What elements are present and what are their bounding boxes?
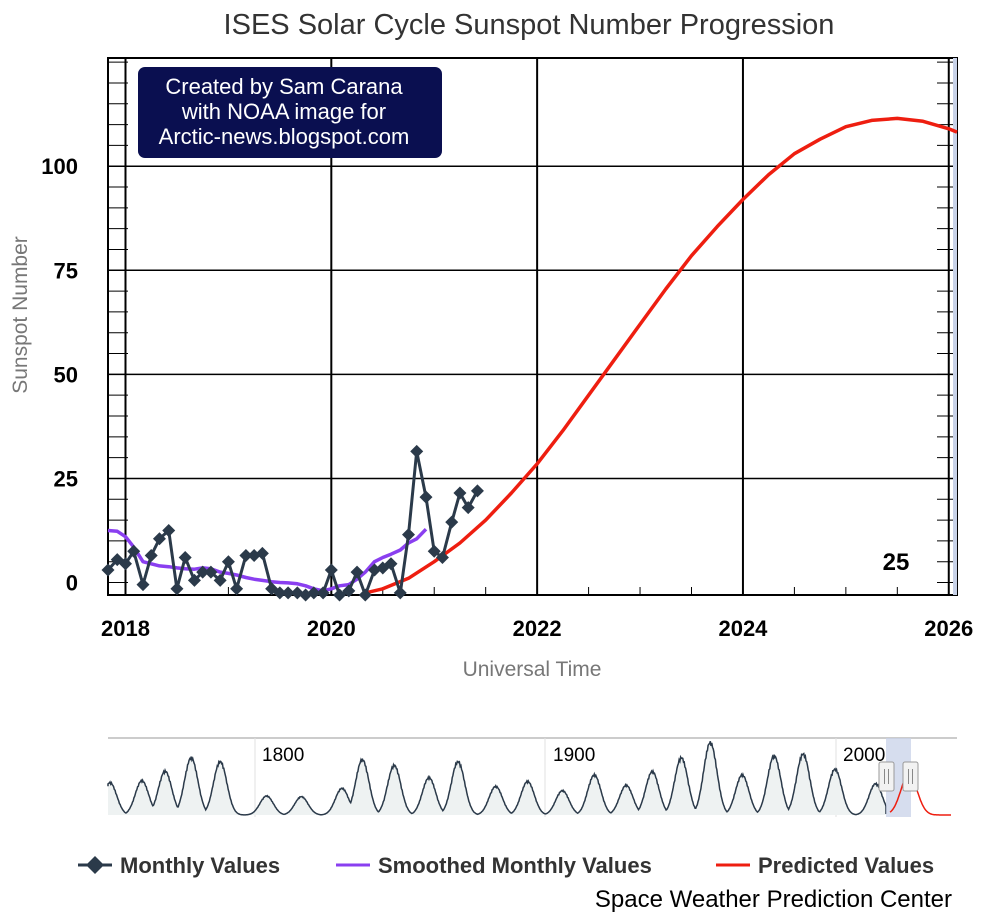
monthly-point[interactable] bbox=[316, 586, 330, 600]
monthly-point[interactable] bbox=[239, 548, 253, 562]
credit-background bbox=[138, 67, 442, 158]
monthly-point[interactable] bbox=[196, 565, 210, 579]
monthly-point[interactable] bbox=[273, 586, 287, 600]
monthly-point[interactable] bbox=[204, 565, 218, 579]
legend-item-smoothed[interactable]: Smoothed Monthly Values bbox=[336, 853, 652, 878]
series-layer bbox=[101, 116, 958, 602]
monthly-point[interactable] bbox=[118, 557, 132, 571]
legend-item-monthly[interactable]: Monthly Values bbox=[78, 853, 280, 878]
navigator-handle-right[interactable] bbox=[902, 761, 919, 792]
monthly-point[interactable] bbox=[427, 544, 441, 558]
y-tick-label-75: 75 bbox=[54, 258, 78, 283]
series-line-predicted-values bbox=[364, 116, 958, 595]
navigator-label-1900: 1900 bbox=[553, 745, 595, 766]
monthly-point[interactable] bbox=[358, 588, 372, 602]
monthly-point[interactable] bbox=[324, 563, 338, 577]
monthly-point[interactable] bbox=[136, 578, 150, 592]
navigator-handle-left[interactable] bbox=[878, 761, 895, 792]
navigator-history-line bbox=[107, 740, 887, 816]
x-tick-label-2026: 2026 bbox=[924, 616, 973, 641]
monthly-point[interactable] bbox=[213, 573, 227, 587]
x-tick-label-2020: 2020 bbox=[307, 616, 356, 641]
x-axis-label: Universal Time bbox=[463, 658, 602, 681]
monthly-point[interactable] bbox=[384, 557, 398, 571]
legend-label-monthly: Monthly Values bbox=[120, 853, 280, 878]
navigator-label-2000: 2000 bbox=[843, 745, 885, 766]
monthly-point[interactable] bbox=[350, 565, 364, 579]
monthly-point[interactable] bbox=[281, 586, 295, 600]
navigator[interactable]: 1800 1900 2000 bbox=[107, 737, 957, 817]
credit-box: Created by Sam Carana with NOAA image fo… bbox=[138, 67, 442, 158]
cycle-label: 25 bbox=[883, 549, 910, 576]
y-tick-label-50: 50 bbox=[54, 362, 78, 387]
y-tick-label-25: 25 bbox=[54, 466, 78, 491]
monthly-point[interactable] bbox=[247, 548, 261, 562]
monthly-point[interactable] bbox=[401, 528, 415, 542]
monthly-point[interactable] bbox=[187, 573, 201, 587]
legend-label-predicted: Predicted Values bbox=[758, 853, 934, 878]
monthly-point[interactable] bbox=[255, 546, 269, 560]
navigator-label-1800: 1800 bbox=[262, 745, 304, 766]
monthly-point[interactable] bbox=[435, 551, 449, 565]
legend: Monthly Values Smoothed Monthly Values P… bbox=[78, 853, 934, 878]
monthly-point[interactable] bbox=[307, 586, 321, 600]
monthly-point[interactable] bbox=[461, 501, 475, 515]
monthly-point[interactable] bbox=[333, 588, 347, 602]
monthly-point[interactable] bbox=[230, 582, 244, 596]
legend-marker-monthly bbox=[86, 856, 104, 874]
monthly-point[interactable] bbox=[127, 544, 141, 558]
chart-title: ISES Solar Cycle Sunspot Number Progress… bbox=[224, 9, 835, 41]
x-tick-label-2022: 2022 bbox=[513, 616, 562, 641]
y-axis-label: Sunspot Number bbox=[9, 236, 32, 394]
monthly-point[interactable] bbox=[393, 586, 407, 600]
x-tick-label-2024: 2024 bbox=[718, 616, 768, 641]
navigator-prediction-line bbox=[889, 773, 951, 816]
monthly-point[interactable] bbox=[178, 551, 192, 565]
monthly-point[interactable] bbox=[170, 582, 184, 596]
monthly-point[interactable] bbox=[342, 584, 356, 598]
credit-line-3: Arctic-news.blogspot.com bbox=[159, 124, 410, 149]
source-credit: Space Weather Prediction Center bbox=[595, 886, 952, 913]
navigator-history-area bbox=[108, 741, 886, 815]
monthly-point[interactable] bbox=[410, 444, 424, 458]
monthly-point[interactable] bbox=[419, 490, 433, 504]
series-line-smoothed-monthly-values bbox=[107, 527, 428, 593]
monthly-point[interactable] bbox=[221, 555, 235, 569]
legend-item-predicted[interactable]: Predicted Values bbox=[716, 853, 934, 878]
x-axis-ticks: 2018 2020 2022 2024 2026 bbox=[101, 616, 973, 641]
monthly-point[interactable] bbox=[453, 486, 467, 500]
monthly-point[interactable] bbox=[152, 532, 166, 546]
credit-line-1: Created by Sam Carana bbox=[165, 74, 403, 99]
y-tick-label-0: 0 bbox=[66, 571, 78, 596]
monthly-point[interactable] bbox=[162, 523, 176, 537]
grid bbox=[108, 58, 957, 595]
monthly-point[interactable] bbox=[445, 515, 459, 529]
legend-label-smoothed: Smoothed Monthly Values bbox=[378, 853, 652, 878]
x-tick-label-2018: 2018 bbox=[101, 616, 150, 641]
monthly-point[interactable] bbox=[470, 484, 484, 498]
y-axis-ticks: 0 25 50 75 100 bbox=[41, 154, 78, 595]
monthly-point[interactable] bbox=[101, 563, 115, 577]
monthly-point[interactable] bbox=[144, 548, 158, 562]
credit-line-2: with NOAA image for bbox=[181, 99, 386, 124]
y-tick-label-100: 100 bbox=[41, 154, 78, 179]
